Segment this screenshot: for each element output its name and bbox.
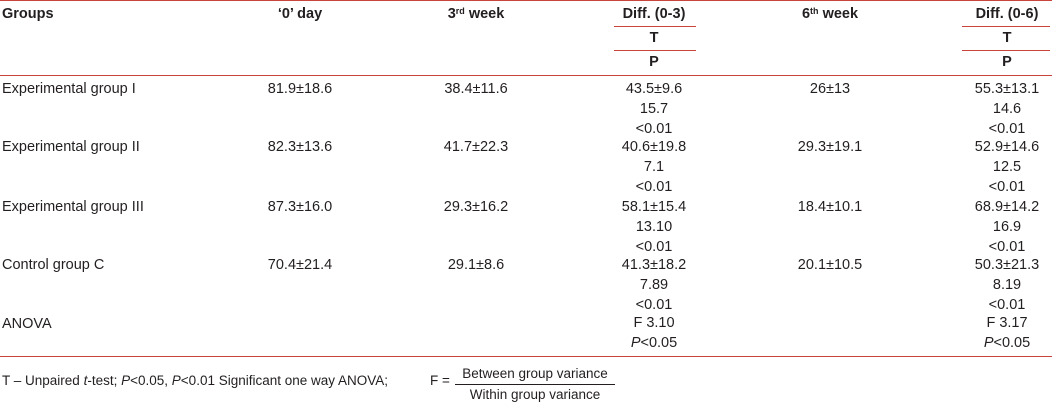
diff06-t-underline xyxy=(962,50,1050,51)
diff03-t-underline xyxy=(614,50,696,51)
row-diff03-p: <0.01 xyxy=(635,121,673,137)
top-rule xyxy=(0,0,1052,1)
row-diff03-mean: 43.5±9.6 xyxy=(625,81,683,97)
row-week3: 29.1±8.6 xyxy=(447,257,505,273)
row-diff03-t: 15.7 xyxy=(639,101,669,117)
row-group: Control group C xyxy=(2,257,105,273)
row-diff03-t: 7.89 xyxy=(639,277,669,293)
header-diff06-p: P xyxy=(1002,54,1012,70)
f-fraction: Between group variance Within group vari… xyxy=(455,365,615,404)
row-week6: 18.4±10.1 xyxy=(797,199,863,215)
fraction-numerator: Between group variance xyxy=(462,366,608,381)
row-group: Experimental group I xyxy=(2,81,136,97)
row-day0: 70.4±21.4 xyxy=(267,257,333,273)
row-day0: 81.9±18.6 xyxy=(267,81,333,97)
header-diff06-t: T xyxy=(1002,30,1012,46)
diff03-underline xyxy=(614,26,696,27)
f-equation-label: F = xyxy=(430,373,450,388)
row-diff03-t: 13.10 xyxy=(635,219,673,235)
anova-diff03-f: F 3.10 xyxy=(633,315,675,331)
row-diff06-t: 12.5 xyxy=(992,159,1022,175)
footnote: T – Unpaired t-test; P<0.05, P<0.01 Sign… xyxy=(2,373,389,388)
header-diff06: Diff. (0-6) xyxy=(975,6,1039,22)
row-diff03-t: 7.1 xyxy=(643,159,665,175)
row-diff03-p: <0.01 xyxy=(635,179,673,195)
header-rule xyxy=(0,75,1052,76)
row-diff03-p: <0.01 xyxy=(635,239,673,255)
row-week3: 29.3±16.2 xyxy=(443,199,509,215)
row-diff06-mean: 50.3±21.3 xyxy=(974,257,1040,273)
row-day0: 87.3±16.0 xyxy=(267,199,333,215)
row-diff06-mean: 55.3±13.1 xyxy=(974,81,1040,97)
row-diff06-p: <0.01 xyxy=(988,239,1026,255)
row-week6: 20.1±10.5 xyxy=(797,257,863,273)
row-diff03-mean: 58.1±15.4 xyxy=(621,199,687,215)
row-diff06-t: 8.19 xyxy=(992,277,1022,293)
row-diff06-mean: 68.9±14.2 xyxy=(974,199,1040,215)
row-group: Experimental group III xyxy=(2,199,144,215)
row-day0: 82.3±13.6 xyxy=(267,139,333,155)
header-groups: Groups xyxy=(2,6,54,22)
row-week6: 29.3±19.1 xyxy=(797,139,863,155)
row-diff06-t: 16.9 xyxy=(992,219,1022,235)
row-diff03-p: <0.01 xyxy=(635,297,673,313)
header-day0: ‘0’ day xyxy=(277,6,323,22)
fraction-bar xyxy=(455,384,615,385)
row-group: Experimental group II xyxy=(2,139,140,155)
row-diff06-p: <0.01 xyxy=(988,121,1026,137)
row-diff06-mean: 52.9±14.6 xyxy=(974,139,1040,155)
anova-diff06-f: F 3.17 xyxy=(986,315,1028,331)
anova-diff03-p: P<0.05 xyxy=(630,335,678,351)
row-week3: 41.7±22.3 xyxy=(443,139,509,155)
row-week6: 26±13 xyxy=(809,81,851,97)
row-diff03-mean: 40.6±19.8 xyxy=(621,139,687,155)
header-diff03-t: T xyxy=(649,30,659,46)
diff06-underline xyxy=(962,26,1050,27)
anova-label: ANOVA xyxy=(2,316,52,332)
header-diff03-p: P xyxy=(649,54,659,70)
row-diff06-t: 14.6 xyxy=(992,101,1022,117)
header-week6: 6th week xyxy=(801,6,859,22)
row-diff06-p: <0.01 xyxy=(988,179,1026,195)
bottom-rule xyxy=(0,356,1052,357)
row-diff03-mean: 41.3±18.2 xyxy=(621,257,687,273)
row-week3: 38.4±11.6 xyxy=(444,81,508,97)
header-diff03: Diff. (0-3) xyxy=(622,6,686,22)
fraction-denominator: Within group variance xyxy=(469,387,601,402)
header-week3: 3rd week xyxy=(447,6,505,22)
row-diff06-p: <0.01 xyxy=(988,297,1026,313)
anova-diff06-p: P<0.05 xyxy=(983,335,1031,351)
